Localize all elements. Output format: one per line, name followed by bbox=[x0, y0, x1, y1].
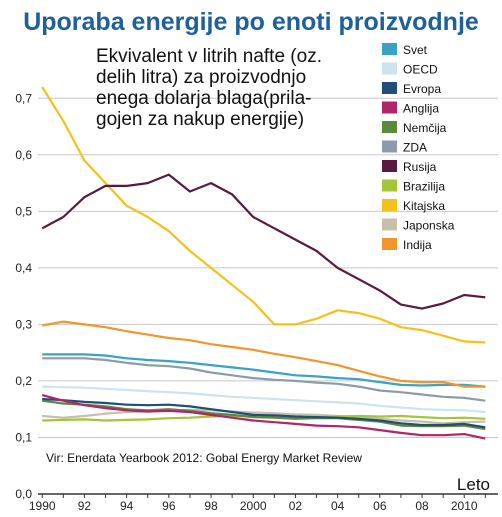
legend-label: Svet bbox=[403, 43, 428, 57]
legend-item: Evropa bbox=[382, 82, 441, 96]
legend-item: Rusija bbox=[382, 160, 437, 174]
legend-swatch bbox=[382, 218, 397, 231]
y-tick-label: 0,2 bbox=[15, 374, 32, 388]
x-tick-label: 04 bbox=[331, 499, 345, 513]
legend-swatch bbox=[382, 199, 397, 211]
legend-swatch bbox=[382, 179, 397, 192]
legend-label: Anglija bbox=[403, 102, 439, 116]
chart-title: Uporaba energije po enoti proizvodnje bbox=[23, 8, 479, 36]
subtitle-line-1: Ekvivalent v litrih nafte (oz. bbox=[96, 46, 322, 67]
legend-swatch bbox=[382, 62, 397, 75]
series-line-anglija bbox=[41, 394, 486, 440]
legend-label: Indija bbox=[403, 238, 432, 252]
legend-label: OECD bbox=[403, 63, 438, 77]
legend-label: Rusija bbox=[403, 160, 437, 174]
legend-item: Indija bbox=[382, 238, 432, 252]
x-tick-label: 98 bbox=[204, 499, 218, 513]
y-tick-label: 0,7 bbox=[15, 91, 32, 105]
y-tick-label: 0,3 bbox=[15, 317, 32, 331]
y-tick-label: 0,1 bbox=[15, 430, 32, 444]
legend-item: ZDA bbox=[382, 140, 427, 155]
series-line-zda bbox=[42, 357, 486, 402]
x-tick-label: 2010 bbox=[451, 499, 478, 513]
y-tick-label: 0,4 bbox=[15, 261, 32, 275]
legend: Svet OECD Evropa Anglija Nemčija ZDA Rusija Bra… bbox=[382, 43, 455, 252]
legend-swatch bbox=[382, 160, 397, 172]
legend-label: Kitajska bbox=[403, 199, 445, 213]
legend-item: OECD bbox=[382, 62, 438, 77]
series-line-nemčija bbox=[42, 399, 486, 431]
series-line-oecd bbox=[42, 385, 486, 414]
legend-swatch bbox=[382, 101, 397, 114]
legend-item: Nemčija bbox=[382, 121, 447, 135]
y-tick-label: 0,0 bbox=[15, 487, 32, 501]
subtitle-line-4: gojen za nakup energije) bbox=[96, 109, 304, 130]
plot-area bbox=[41, 86, 486, 440]
subtitle-line-3: enega dolarja blaga(prila- bbox=[96, 88, 311, 109]
legend-item: Brazilija bbox=[382, 179, 445, 194]
legend-item: Svet bbox=[382, 43, 428, 57]
legend-swatch bbox=[382, 121, 397, 133]
subtitle-line-2: delih litra) za proizvodnjo bbox=[96, 67, 306, 88]
series-line-kitajska bbox=[41, 86, 486, 344]
x-axis: 1990 92 94 96 98 2000 02 04 06 08 2010 bbox=[29, 493, 498, 513]
series-line-indija bbox=[42, 320, 486, 388]
legend-swatch bbox=[382, 140, 397, 153]
x-tick-label: 94 bbox=[120, 499, 134, 513]
series-line-japonska bbox=[42, 408, 486, 425]
legend-item: Japonska bbox=[382, 218, 455, 233]
x-tick-label: 08 bbox=[415, 499, 429, 513]
x-tick-label: 02 bbox=[289, 499, 303, 513]
legend-swatch bbox=[382, 43, 397, 55]
y-tick-label: 0,5 bbox=[15, 204, 32, 218]
source-note: Vir: Enerdata Yearbook 2012: Gobal Energ… bbox=[46, 451, 362, 465]
x-axis-label: Leto bbox=[457, 475, 490, 494]
x-tick-label: 92 bbox=[78, 499, 92, 513]
chart-subtitle: Ekvivalent v litrih nafte (oz. delih lit… bbox=[96, 46, 322, 130]
legend-label: ZDA bbox=[403, 141, 427, 155]
legend-swatch bbox=[382, 82, 397, 94]
legend-label: Nemčija bbox=[403, 121, 447, 135]
y-axis: 0,0 0,1 0,2 0,3 0,4 0,5 0,6 0,7 bbox=[15, 91, 32, 501]
x-tick-label: 06 bbox=[373, 499, 387, 513]
series-line-rusija bbox=[41, 173, 486, 310]
x-tick-label: 2000 bbox=[240, 499, 267, 513]
grid-lines bbox=[38, 97, 498, 438]
x-tick-label: 1990 bbox=[29, 499, 56, 513]
legend-swatch bbox=[382, 238, 397, 250]
legend-item: Kitajska bbox=[382, 199, 445, 213]
series-line-svet bbox=[42, 353, 486, 388]
legend-label: Evropa bbox=[403, 82, 441, 96]
series-line-evropa bbox=[42, 397, 486, 429]
x-tick-label: 96 bbox=[162, 499, 176, 513]
y-tick-label: 0,6 bbox=[15, 148, 32, 162]
legend-item: Anglija bbox=[382, 101, 439, 116]
legend-label: Japonska bbox=[403, 219, 455, 233]
legend-label: Brazilija bbox=[403, 180, 445, 194]
